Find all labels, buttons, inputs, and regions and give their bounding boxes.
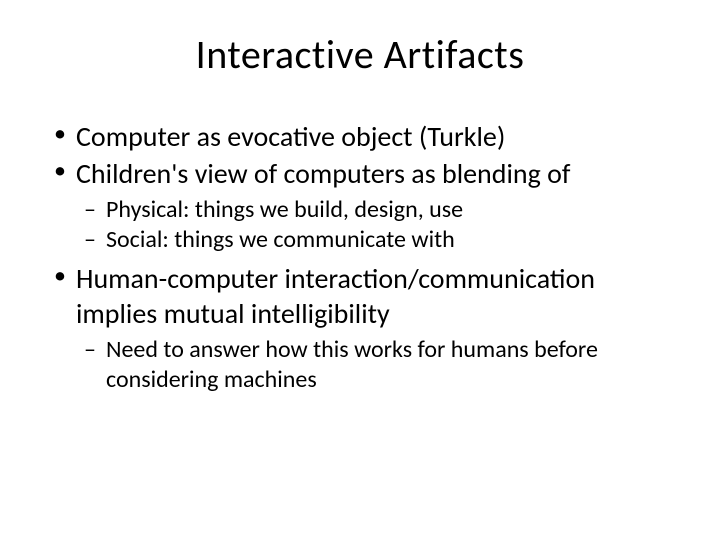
bullet-item: Computer as evocative object (Turkle) <box>48 119 680 154</box>
bullet-list-level2: Need to answer how this works for humans… <box>76 335 680 395</box>
sub-bullet-item: Need to answer how this works for humans… <box>76 335 680 395</box>
slide-container: Interactive Artifacts Computer as evocat… <box>0 0 720 540</box>
sub-bullet-item: Social: things we communicate with <box>76 225 680 255</box>
bullet-item: Human-computer interaction/communication… <box>48 261 680 395</box>
bullet-text: Children's view of computers as blending… <box>76 156 570 191</box>
sub-bullet-text: Need to answer how this works for humans… <box>106 335 598 394</box>
sub-bullet-text: Social: things we communicate with <box>106 225 455 254</box>
sub-bullet-text: Physical: things we build, design, use <box>106 195 463 224</box>
bullet-text: Computer as evocative object (Turkle) <box>76 119 505 154</box>
bullet-list-level2: Physical: things we build, design, use S… <box>76 195 680 255</box>
slide-title: Interactive Artifacts <box>40 30 680 79</box>
sub-bullet-item: Physical: things we build, design, use <box>76 195 680 225</box>
bullet-text: Human-computer interaction/communication… <box>76 261 595 331</box>
bullet-list-level1: Computer as evocative object (Turkle) Ch… <box>48 119 680 395</box>
slide-content: Computer as evocative object (Turkle) Ch… <box>40 119 680 395</box>
bullet-item: Children's view of computers as blending… <box>48 156 680 255</box>
